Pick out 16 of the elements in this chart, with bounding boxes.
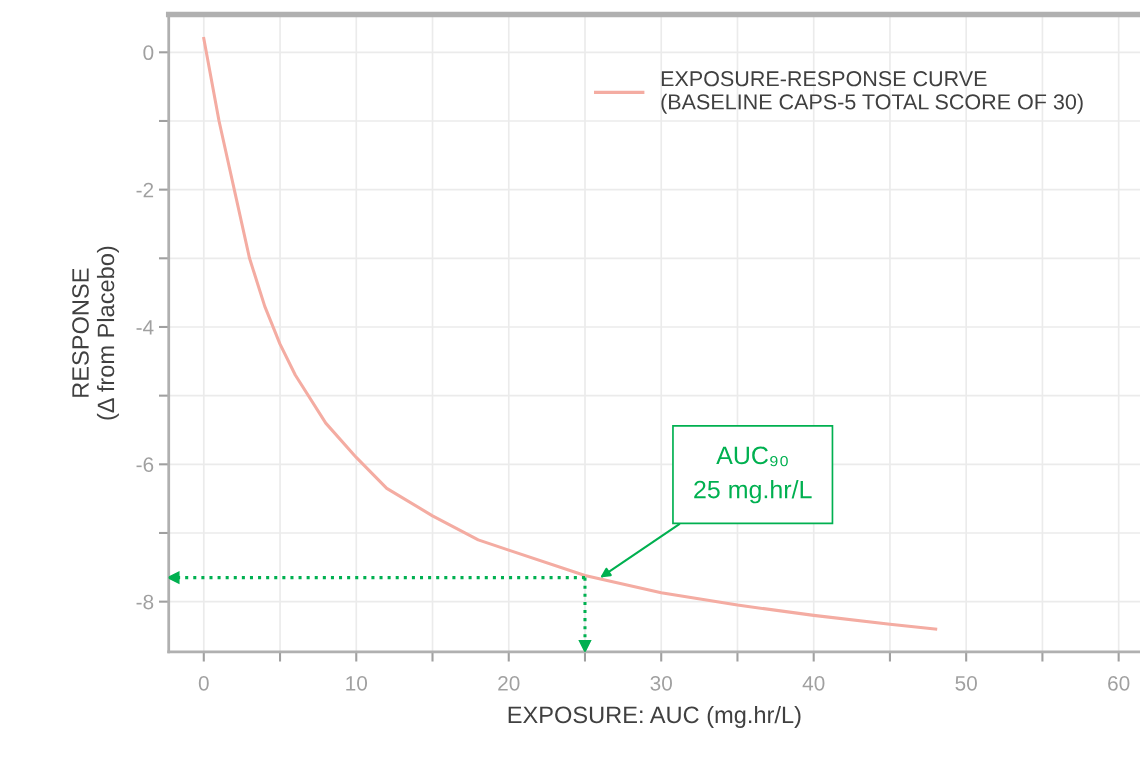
x-axis-title: EXPOSURE: AUC (mg.hr/L) [508, 705, 801, 728]
y-tick-label: -8 [136, 594, 154, 610]
legend-label: EXPOSURE-RESPONSE CURVE (BASELINE CAPS-5 TOTAL SCORE OF 30) [661, 71, 1083, 114]
y-tick-label: -4 [136, 320, 154, 335]
x-tick-label: 10 [346, 675, 368, 691]
x-tick-label: 60 [1108, 675, 1130, 691]
x-tick-label: 40 [802, 675, 825, 691]
x-tick-label: 50 [955, 675, 977, 691]
x-tick-label: 30 [650, 675, 672, 691]
x-tick-label: 20 [498, 675, 520, 691]
x-tick-label: 0 [198, 675, 209, 691]
y-tick-label: -2 [136, 182, 154, 198]
annotation: AUC₉₀ 25 mg.hr/L [694, 446, 812, 504]
y-axis-title: RESPONSE (Δ from Placebo) [72, 246, 119, 420]
y-tick-label: -6 [136, 457, 154, 473]
y-tick-label: 0 [143, 45, 154, 61]
